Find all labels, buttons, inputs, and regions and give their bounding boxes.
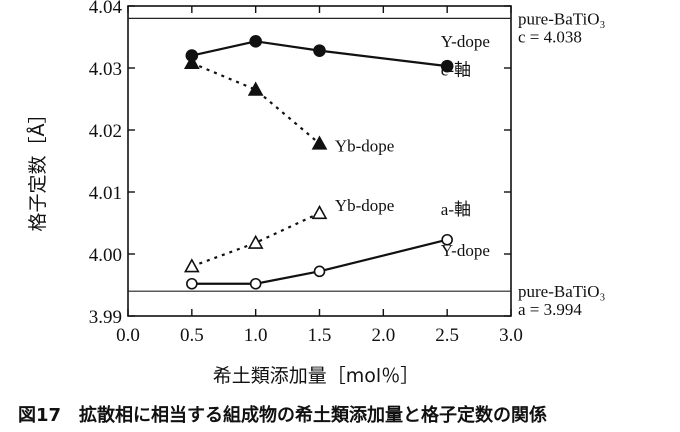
x-axis-label: 希土類添加量［mol％］ (213, 365, 419, 387)
figure-caption: 図17 拡散相に相当する組成物の希土類添加量と格子定数の関係 (18, 404, 547, 426)
series-annotation: a-軸 (441, 200, 471, 219)
x-tick-label: 2.5 (435, 325, 459, 346)
data-point-circle (249, 277, 262, 290)
series-line (191, 238, 448, 285)
data-point-triangle (183, 54, 200, 70)
series-line (191, 62, 321, 145)
y-tick-label: 4.01 (89, 183, 122, 204)
series-line (191, 212, 320, 268)
y-tick-label: 4.03 (89, 59, 122, 80)
x-tick-label: 1.5 (308, 325, 332, 346)
reference-value-label: c = 4.038 (518, 27, 582, 46)
data-point-triangle (247, 81, 264, 96)
series-annotation: Yb-dope (335, 137, 394, 156)
data-point-circle (313, 44, 326, 57)
data-point-triangle (183, 258, 200, 273)
data-point-circle (313, 265, 326, 278)
y-tick-label: 4.02 (89, 121, 122, 142)
data-point-circle (440, 59, 454, 73)
x-tick-label: 0.0 (116, 325, 140, 346)
data-point-triangle (311, 204, 328, 220)
x-tick-label: 1.0 (244, 325, 268, 346)
y-axis-label: 格子定数［Å］ (26, 105, 49, 232)
y-tick-label: 3.99 (89, 307, 122, 328)
y-tick-label: 4.00 (89, 245, 122, 266)
data-point-circle (249, 35, 262, 48)
reference-value-label: a = 3.994 (518, 300, 582, 319)
data-point-circle (441, 233, 453, 246)
data-point-triangle (247, 234, 264, 249)
y-tick-label: 4.04 (89, 0, 123, 18)
series-annotation: c-軸 (441, 60, 471, 79)
x-tick-label: 3.0 (499, 325, 523, 346)
series-annotation: Y-dope (441, 32, 490, 51)
plot-area: 0.0 0.5 1.0 1.5 2.0 2.5 3.0 3.99 4.00 4.01 4.02 4.0… (89, 0, 606, 346)
series-line (191, 40, 448, 68)
series-annotation: Yb-dope (335, 196, 394, 215)
data-point-circle (186, 277, 198, 290)
x-tick-label: 0.5 (180, 325, 204, 346)
series-annotation: Y-dope (441, 241, 490, 260)
reference-label: pure-BaTiO₃ (518, 9, 606, 28)
reference-label: pure-BaTiO₃ (518, 282, 606, 301)
data-point-triangle (311, 135, 328, 150)
x-tick-label: 2.0 (371, 325, 395, 346)
